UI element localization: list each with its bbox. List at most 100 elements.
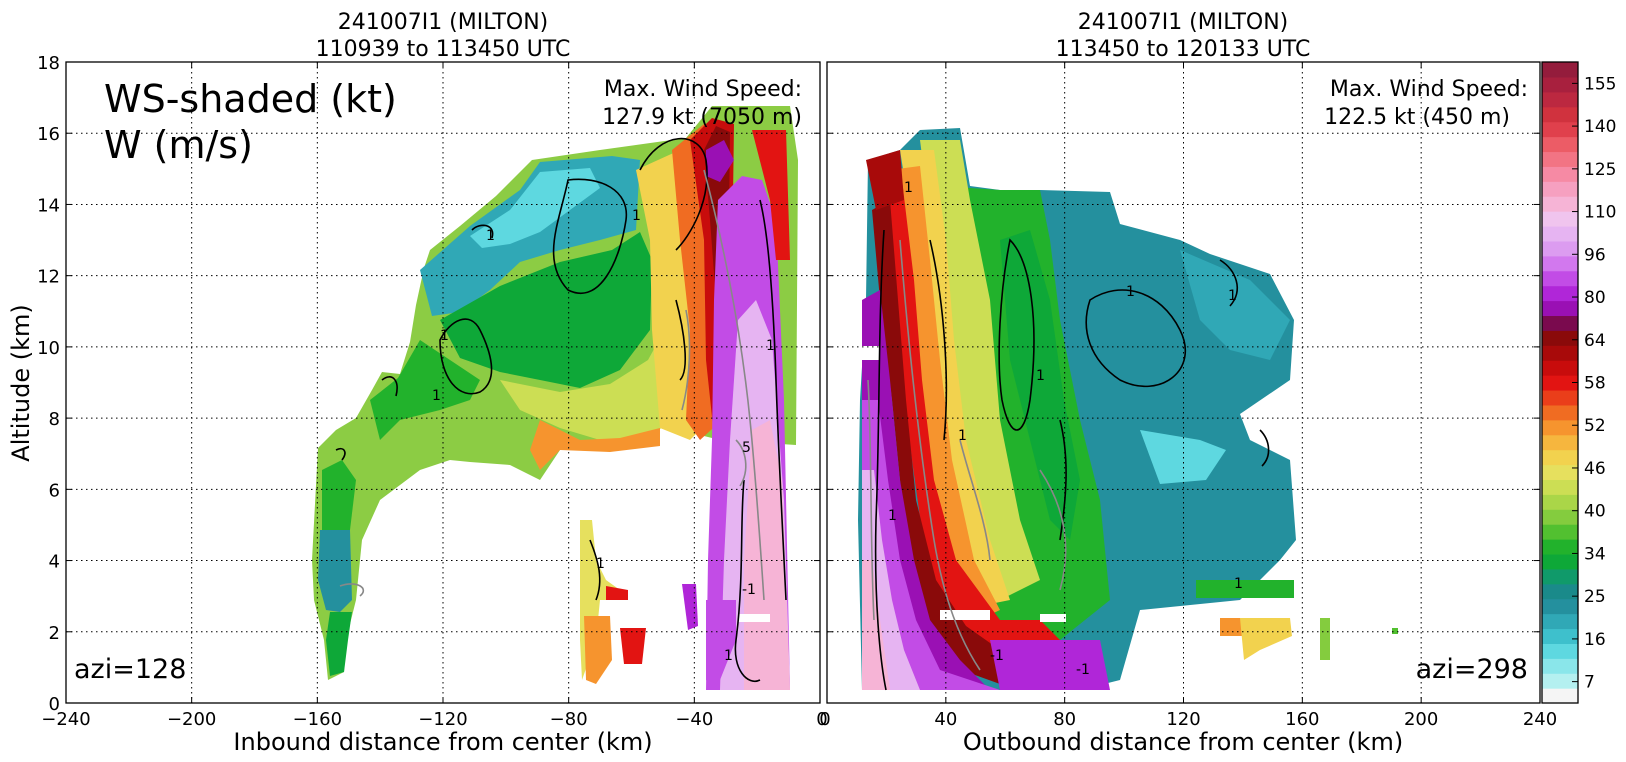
w-contour-1 [552,178,628,294]
contour-label: 1 [632,208,641,224]
w-contour-3 [439,318,493,395]
x-tick-label: 0 [816,709,827,730]
left-xlabel: Inbound distance from center (km) [233,728,652,756]
w-contour-2 [639,137,708,251]
contour-label: 1 [958,428,967,444]
x-tick-label: 240 [1523,709,1557,730]
colorbar-ticks: 7 16 25 34 40 46 52 58 64 80 96 110 125 140 155 [1572,74,1616,693]
contour-label: 1 [440,328,449,344]
x-tick-label: 160 [1285,709,1319,730]
contour-label: 1 [432,388,441,404]
w-contour-r9 [959,439,991,561]
colorbar-tick-label: 40 [1584,502,1606,522]
colorbar-segment [1542,583,1578,600]
colorbar-segment [1542,106,1578,123]
ws-red-band [876,180,1060,660]
x-tick-label: −240 [41,709,90,730]
colorbar-tick-label: 110 [1584,203,1616,223]
contour-field-label: W (m/s) [104,123,253,167]
colorbar-segment [1542,509,1578,525]
colorbar-tick-label: 64 [1584,331,1606,351]
colorbar-segment [1542,389,1578,406]
ws-orange-mid [530,420,660,470]
colorbar-segment [1542,464,1578,480]
colorbar-segment [1542,76,1578,93]
contour-label: 1 [1036,368,1045,384]
ws-purple-top [706,140,734,182]
colorbar-segment [1542,166,1578,182]
left-max-label: Max. Wind Speed: [604,77,802,102]
right-xticks: 0 40 80 120 160 200 240 [819,61,1557,730]
contour-label: 1 [1234,576,1243,592]
x-tick-label: 40 [934,709,957,730]
ws-orange-band [890,166,1000,624]
ws-cyan-upper [470,168,600,248]
colorbar-tick-label: 7 [1584,673,1595,693]
left-title-line1: 241007I1 (MILTON) [338,10,549,35]
contour-label: 5 [742,440,751,456]
colorbar-segment [1542,270,1578,287]
colorbar-segment [1542,225,1578,242]
w-contour-8 [759,199,787,601]
w-contour-r7 [1059,419,1067,541]
w-contour-r5 [1219,259,1239,307]
colorbar-segment [1542,196,1578,212]
colorbar-segment [1542,62,1578,78]
colorbar-segment [1542,553,1578,570]
w-contour-r10 [1039,469,1067,591]
right-max-label: Max. Wind Speed: [1330,77,1528,102]
left-contour-labels: 1 1 1 1 1 1 1 -1 5 [432,208,775,664]
ylabel: Altitude (km) [7,304,35,461]
ws-darkred-band [872,200,1060,684]
ws-purple-bottom [990,640,1110,690]
left-yticks: 0 2 4 6 8 10 12 14 16 18 [37,53,60,715]
colorbar-segment [1542,613,1578,630]
colorbar-segments [1542,62,1578,704]
y-tick-label: 10 [37,338,60,359]
ws-patch-purple [682,584,698,630]
colorbar-tick-label: 34 [1584,544,1606,564]
y-tick-label: 14 [37,195,60,216]
ws-red-edge [752,130,790,260]
ws-dark-green-left [326,612,352,676]
colorbar-segment [1542,345,1578,361]
w-contour-9 [734,479,761,682]
right-contour-labels: 1 1 1 1 1 -1 -1 1 1 [888,180,1243,678]
ws-patch-purple2 [706,600,736,690]
w-contour-r2 [998,238,1035,431]
colorbar-segment [1542,360,1578,376]
colorbar-segment [1542,539,1578,555]
right-title-line1: 241007I1 (MILTON) [1078,10,1289,35]
colorbar-segment [1542,524,1578,540]
right-title-line2: 113450 to 120133 UTC [1056,37,1311,62]
right-shaded-field [858,128,1398,690]
w-contour-r6 [1259,429,1270,467]
w-contour-6 [335,447,346,461]
contour-label: 1 [1126,284,1135,300]
y-tick-label: 8 [49,409,60,430]
colorbar-tick-label: 46 [1584,459,1606,479]
colorbar-segment [1542,628,1578,644]
colorbar-segment [1542,330,1578,346]
ws-red-top [866,150,904,210]
colorbar-segment [1542,91,1578,108]
ws-green-mid [440,232,652,388]
x-tick-label: −40 [675,709,713,730]
left-contours [335,137,787,682]
colorbar-segment [1542,136,1578,153]
y-tick-label: 12 [37,267,60,288]
x-tick-label: −80 [550,709,588,730]
colorbar-segment [1542,688,1578,704]
contour-label: -1 [742,582,756,598]
ws-darkgreen-band [1000,230,1080,540]
right-max-value: 122.5 kt (450 m) [1324,105,1510,130]
x-tick-label: −200 [167,709,216,730]
ws-patch-red2 [620,628,646,664]
w-contour-13 [735,439,747,487]
ws-white-notch [738,614,770,622]
colorbar-tick-label: 96 [1584,245,1606,265]
colorbar-tick-label: 80 [1584,288,1606,308]
w-contour-5 [381,376,398,397]
ws-yellowgreen-band [920,140,1040,600]
colorbar-segment [1542,300,1578,317]
